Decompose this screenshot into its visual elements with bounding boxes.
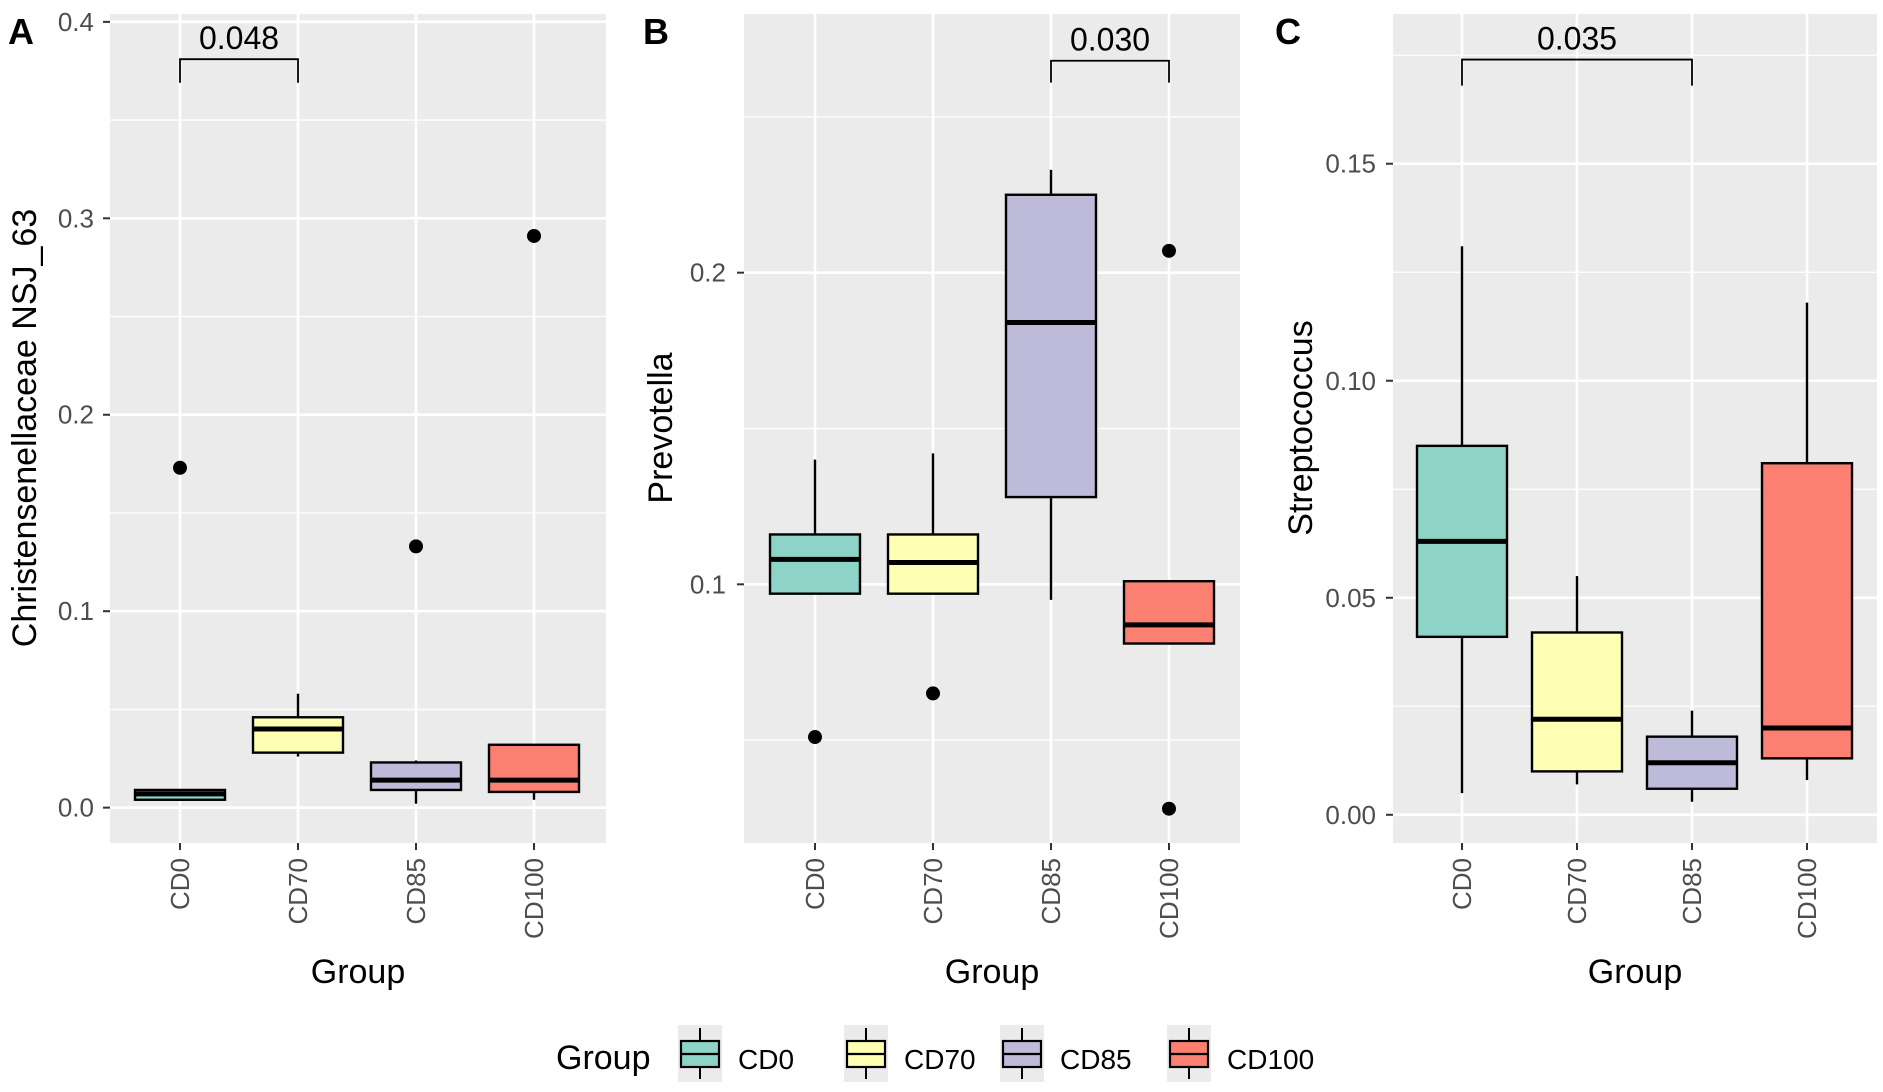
panel-a: 0.0 0.1 0.2 0.3 0.4 CD0 CD70 CD85 CD100 0.048 Grou… [6, 7, 606, 991]
box-cd85 [369, 539, 463, 804]
y-tick-label: 0.0 [58, 793, 94, 823]
box-cd100 [1122, 243, 1216, 816]
y-tick-label: 0.4 [58, 7, 94, 37]
legend-label: CD70 [904, 1044, 976, 1075]
y-axis-title: Christensenellaceae NSJ_63 [6, 209, 44, 647]
x-tick-label: CD85 [1677, 858, 1707, 924]
outlier-point [808, 730, 822, 745]
x-tick-label: CD100 [1154, 858, 1184, 939]
outlier-point [1162, 801, 1176, 816]
x-tick-label: CD0 [800, 858, 830, 910]
y-tick-label: 0.1 [58, 596, 94, 626]
panel-letter: C [1275, 11, 1301, 52]
legend-label: CD0 [738, 1044, 794, 1075]
box-iqr [251, 716, 345, 754]
x-tick-label: CD0 [165, 858, 195, 910]
box-cd100 [1760, 302, 1854, 781]
box-cd85 [1645, 710, 1739, 802]
y-tick-label: 0.05 [1325, 583, 1376, 613]
legend-item-cd70: CD70 [844, 1025, 976, 1082]
legend-item-cd100: CD100 [1167, 1025, 1314, 1082]
y-axis-title: Streptococcus [1282, 320, 1320, 535]
x-tick-label: CD70 [1562, 858, 1592, 924]
box-cd0 [1415, 246, 1509, 794]
y-tick-label: 0.2 [690, 258, 726, 288]
y-tick-label: 0.00 [1325, 800, 1376, 830]
panel-c: 0.00 0.05 0.10 0.15 CD0 CD70 CD85 CD100 0.035 Gro… [1275, 11, 1877, 991]
legend-label: CD85 [1060, 1044, 1132, 1075]
panel-letter: B [643, 11, 669, 52]
x-tick-label: CD70 [283, 858, 313, 924]
legend-title: Group [556, 1039, 651, 1077]
outlier-point [527, 228, 541, 243]
box-cd85 [1004, 169, 1098, 600]
box-iqr [1760, 462, 1854, 760]
significance-bracket [1461, 58, 1693, 86]
p-value-label: 0.035 [1537, 21, 1617, 57]
x-tick-label: CD85 [1036, 858, 1066, 924]
x-axis-title: Group [311, 953, 406, 991]
legend-label: CD100 [1227, 1044, 1314, 1075]
legend: Group CD0 CD70 CD85 CD100 [556, 1025, 1314, 1082]
box-cd70 [251, 693, 345, 757]
y-axis-title: Prevotella [642, 352, 680, 503]
y-tick-label: 0.3 [58, 203, 94, 233]
legend-item-cd85: CD85 [1000, 1025, 1132, 1082]
box-cd70 [1530, 576, 1624, 785]
p-value-label: 0.048 [199, 20, 279, 56]
outlier-point [926, 686, 940, 701]
y-tick-label: 0.1 [690, 569, 726, 599]
x-tick-label: CD85 [401, 858, 431, 924]
box-iqr [1530, 631, 1624, 773]
outlier-point [1162, 243, 1176, 258]
box-iqr [369, 761, 463, 792]
x-axis-title: Group [945, 953, 1040, 991]
panel-b: 0.1 0.2 CD0 CD70 CD85 CD100 0.030 Group Prevotel… [642, 11, 1240, 991]
x-axis-title: Group [1588, 953, 1683, 991]
x-tick-label: CD70 [918, 858, 948, 924]
box-cd0 [768, 459, 862, 745]
outlier-point [409, 539, 423, 554]
box-cd100 [487, 228, 581, 800]
y-tick-label: 0.15 [1325, 149, 1376, 179]
x-tick-label: CD100 [519, 858, 549, 939]
y-tick-label: 0.10 [1325, 366, 1376, 396]
box-iqr [1004, 193, 1098, 499]
significance-bracket [179, 58, 299, 83]
box-cd0 [133, 460, 227, 801]
x-tick-label: CD100 [1792, 858, 1822, 939]
y-tick-label: 0.2 [58, 400, 94, 430]
box-iqr [768, 533, 862, 595]
legend-item-cd0: CD0 [678, 1025, 794, 1082]
plot-background [110, 14, 606, 843]
outlier-point [173, 460, 187, 475]
box-iqr [1122, 580, 1216, 645]
p-value-label: 0.030 [1070, 22, 1150, 58]
x-tick-label: CD0 [1447, 858, 1477, 910]
significance-bracket [1050, 59, 1170, 83]
box-iqr [487, 743, 581, 794]
panel-letter: A [8, 11, 34, 52]
box-cd70 [886, 453, 980, 701]
